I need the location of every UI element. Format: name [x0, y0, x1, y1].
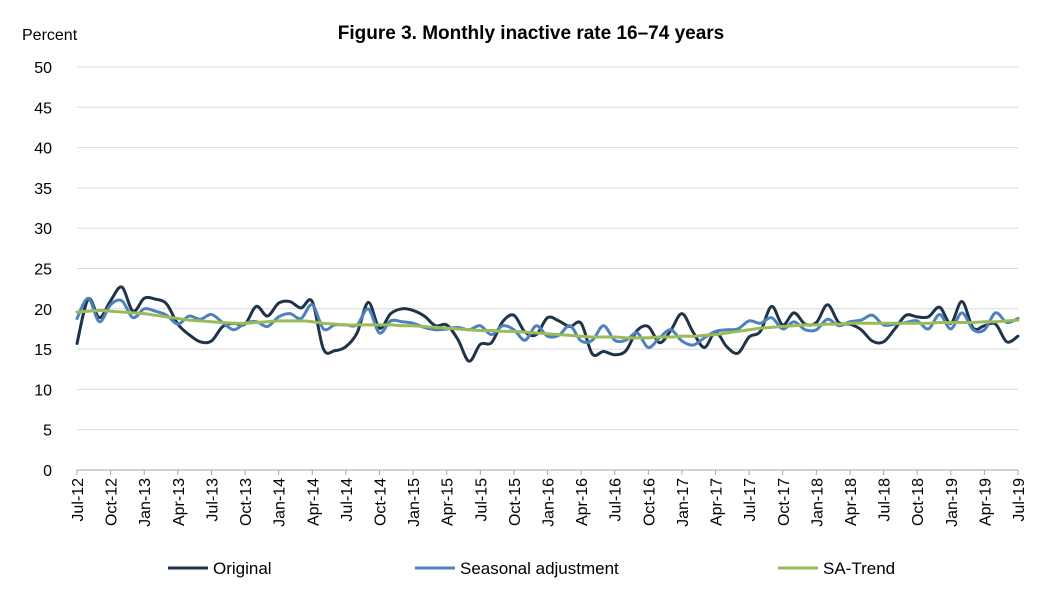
- legend-item-seasonal-adjustment: Seasonal adjustment: [415, 559, 619, 578]
- y-axis-label: Percent: [22, 27, 78, 44]
- x-tick-label: Jul-13: [204, 478, 221, 522]
- y-tick-label: 45: [34, 100, 52, 117]
- series-line-sa-trend: [75, 308, 1020, 340]
- x-tick-label: Jul-17: [742, 478, 759, 522]
- series-line-seasonal-adjustment: [75, 296, 1020, 349]
- y-tick-label: 20: [34, 302, 52, 319]
- legend-label: Seasonal adjustment: [460, 559, 619, 578]
- y-tick-label: 5: [43, 423, 52, 440]
- y-tick-label: 35: [34, 181, 52, 198]
- chart-title: Figure 3. Monthly inactive rate 16–74 ye…: [338, 23, 725, 44]
- x-tick-label: Jan-16: [541, 478, 558, 527]
- y-tick-label: 30: [34, 221, 52, 238]
- x-tick-label: Jul-16: [608, 478, 625, 522]
- x-tick-label: Jan-19: [944, 478, 961, 527]
- y-tick-label: 10: [34, 382, 52, 399]
- legend-item-sa-trend: SA-Trend: [778, 559, 895, 578]
- x-tick-label: Apr-15: [440, 478, 457, 526]
- gridlines: [77, 66, 1018, 471]
- x-tick-label: Jul-18: [877, 478, 894, 522]
- x-tick-label: Apr-14: [305, 478, 322, 526]
- x-tick-label: Oct-17: [776, 478, 793, 526]
- x-tick-label: Oct-13: [238, 478, 255, 526]
- x-tick-label: Apr-17: [709, 478, 726, 526]
- x-tick-label: Jan-18: [809, 478, 826, 527]
- series-lines: [75, 285, 1020, 363]
- x-tick-label: Jul-19: [1011, 478, 1028, 522]
- x-tick-label: Oct-18: [910, 478, 927, 526]
- x-tick-label: Oct-12: [104, 478, 121, 526]
- x-tick-label: Apr-16: [574, 478, 591, 526]
- y-tick-label: 50: [34, 60, 52, 77]
- legend-item-original: Original: [168, 559, 272, 578]
- x-tick-label: Apr-13: [171, 478, 188, 526]
- x-tick-label: Apr-18: [843, 478, 860, 526]
- x-tick-label: Jul-12: [70, 478, 87, 522]
- x-tick-label: Oct-15: [507, 478, 524, 526]
- x-axis-ticks: Jul-12 Oct-12 Jan-13 Apr-13 Jul-13 Oct-13 Jan-…: [70, 470, 1028, 527]
- y-tick-label: 40: [34, 141, 52, 158]
- x-tick-label: Jul-14: [339, 478, 356, 522]
- x-tick-label: Jan-13: [137, 478, 154, 527]
- x-tick-label: Oct-16: [641, 478, 658, 526]
- x-tick-label: Oct-14: [372, 478, 389, 526]
- legend: Original Seasonal adjustment SA-Trend: [168, 559, 895, 578]
- y-tick-label: 25: [34, 262, 52, 279]
- legend-label: Original: [213, 559, 272, 578]
- y-axis-ticks: 0 5 10 15 20 25 30 35 40 45 50: [34, 60, 52, 480]
- x-tick-label: Jan-14: [272, 478, 289, 527]
- legend-label: SA-Trend: [823, 559, 895, 578]
- x-tick-label: Jan-15: [406, 478, 423, 527]
- x-tick-label: Jan-17: [675, 478, 692, 527]
- x-tick-label: Apr-19: [977, 478, 994, 526]
- x-tick-label: Jul-15: [473, 478, 490, 522]
- y-tick-label: 15: [34, 342, 52, 359]
- y-tick-label: 0: [43, 463, 52, 480]
